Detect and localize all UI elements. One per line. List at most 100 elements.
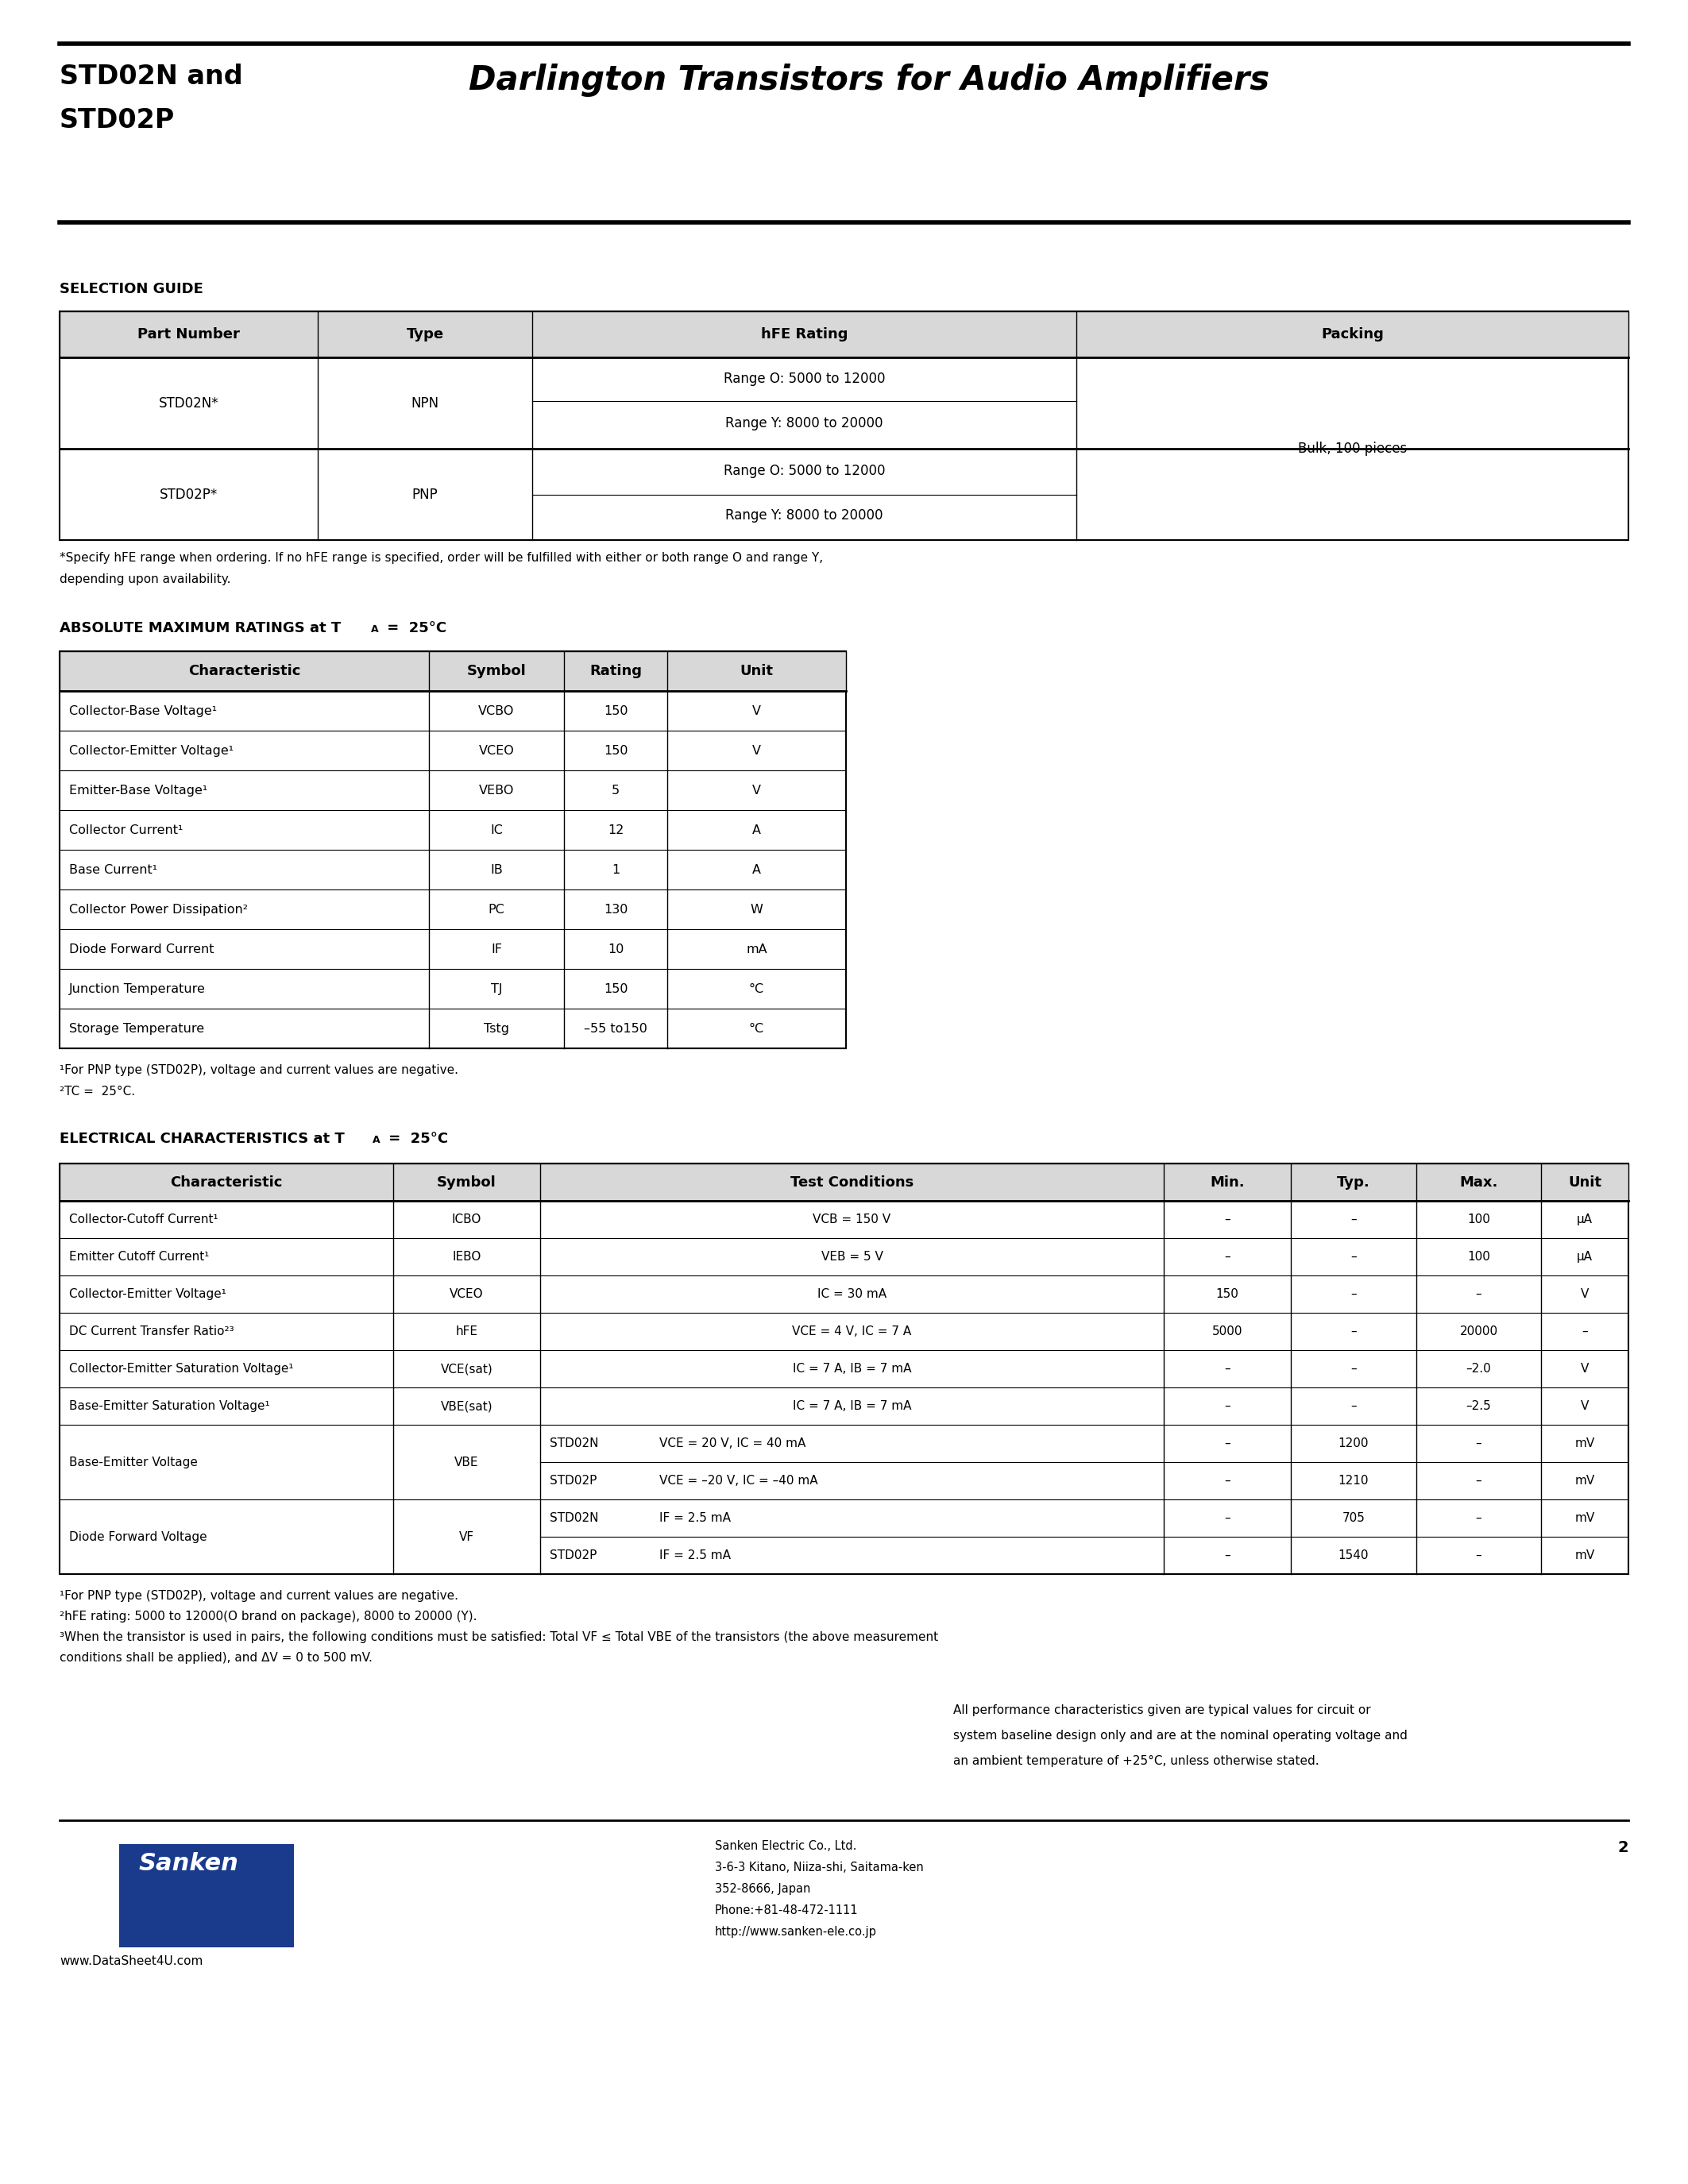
Text: Collector-Emitter Saturation Voltage¹: Collector-Emitter Saturation Voltage¹ <box>69 1363 294 1374</box>
Text: °C: °C <box>749 1022 765 1035</box>
Text: Darlington Transistors for Audio Amplifiers: Darlington Transistors for Audio Amplifi… <box>469 63 1269 96</box>
Text: –2.0: –2.0 <box>1467 1363 1491 1374</box>
Text: –: – <box>1224 1474 1231 1487</box>
Text: –: – <box>1224 1548 1231 1562</box>
Text: =  25°C: = 25°C <box>381 620 447 636</box>
Text: 705: 705 <box>1342 1511 1366 1524</box>
Text: –: – <box>1224 1363 1231 1374</box>
Text: IC: IC <box>490 823 503 836</box>
Text: Unit: Unit <box>739 664 773 679</box>
Text: Packing: Packing <box>1322 328 1384 341</box>
Text: All performance characteristics given are typical values for circuit or: All performance characteristics given ar… <box>954 1704 1371 1717</box>
Text: hFE Rating: hFE Rating <box>761 328 847 341</box>
Text: VCE = 20 V, IC = 40 mA: VCE = 20 V, IC = 40 mA <box>660 1437 805 1450</box>
Text: 2: 2 <box>1617 1841 1629 1854</box>
Text: IC = 7 A, IB = 7 mA: IC = 7 A, IB = 7 mA <box>793 1363 912 1374</box>
Text: *Specify hFE range when ordering. If no hFE range is specified, order will be fu: *Specify hFE range when ordering. If no … <box>59 553 824 563</box>
Text: Diode Forward Voltage: Diode Forward Voltage <box>69 1531 208 1542</box>
Text: Type: Type <box>407 328 444 341</box>
Text: Min.: Min. <box>1210 1175 1244 1190</box>
Text: Collector-Base Voltage¹: Collector-Base Voltage¹ <box>69 705 218 716</box>
Text: =  25°C: = 25°C <box>383 1131 447 1147</box>
Text: Part Number: Part Number <box>137 328 240 341</box>
Text: VEBO: VEBO <box>479 784 515 797</box>
Text: Test Conditions: Test Conditions <box>790 1175 913 1190</box>
Text: VF: VF <box>459 1531 474 1542</box>
Text: °C: °C <box>749 983 765 994</box>
Text: A: A <box>753 823 761 836</box>
Text: –: – <box>1475 1437 1482 1450</box>
Text: 20000: 20000 <box>1460 1326 1497 1337</box>
Text: mV: mV <box>1575 1437 1595 1450</box>
Text: VCE = –20 V, IC = –40 mA: VCE = –20 V, IC = –40 mA <box>660 1474 819 1487</box>
Text: Characteristic: Characteristic <box>187 664 300 679</box>
Text: Diode Forward Current: Diode Forward Current <box>69 943 214 954</box>
Bar <box>59 312 1629 358</box>
Text: Base-Emitter Saturation Voltage¹: Base-Emitter Saturation Voltage¹ <box>69 1400 270 1413</box>
Text: Storage Temperature: Storage Temperature <box>69 1022 204 1035</box>
Text: system baseline design only and are at the nominal operating voltage and: system baseline design only and are at t… <box>954 1730 1408 1741</box>
Text: VBE(sat): VBE(sat) <box>441 1400 493 1413</box>
Text: –: – <box>1350 1326 1357 1337</box>
Text: Range O: 5000 to 12000: Range O: 5000 to 12000 <box>724 371 885 387</box>
Text: 10: 10 <box>608 943 625 954</box>
Text: ²hFE rating: 5000 to 12000(O brand on package), 8000 to 20000 (Y).: ²hFE rating: 5000 to 12000(O brand on pa… <box>59 1610 478 1623</box>
Text: 150: 150 <box>604 983 628 994</box>
Text: Tstg: Tstg <box>484 1022 510 1035</box>
Text: Rating: Rating <box>589 664 641 679</box>
Text: V: V <box>753 784 761 797</box>
Text: μA: μA <box>1577 1251 1593 1262</box>
Text: 3-6-3 Kitano, Niiza-shi, Saitama-ken: 3-6-3 Kitano, Niiza-shi, Saitama-ken <box>716 1861 923 1874</box>
Text: mA: mA <box>746 943 766 954</box>
Text: Collector Current¹: Collector Current¹ <box>69 823 182 836</box>
Text: NPN: NPN <box>412 395 439 411</box>
Text: TJ: TJ <box>491 983 503 994</box>
Text: –: – <box>1350 1363 1357 1374</box>
Text: IC = 7 A, IB = 7 mA: IC = 7 A, IB = 7 mA <box>793 1400 912 1413</box>
Text: A: A <box>753 863 761 876</box>
Text: Range O: 5000 to 12000: Range O: 5000 to 12000 <box>724 463 885 478</box>
Text: –: – <box>1475 1548 1482 1562</box>
Text: Phone:+81-48-472-1111: Phone:+81-48-472-1111 <box>716 1904 859 1915</box>
Text: mV: mV <box>1575 1474 1595 1487</box>
Text: ICBO: ICBO <box>452 1214 481 1225</box>
Text: mV: mV <box>1575 1511 1595 1524</box>
Text: 150: 150 <box>604 745 628 756</box>
Bar <box>120 1843 294 1948</box>
Text: ²TC =  25°C.: ²TC = 25°C. <box>59 1085 135 1099</box>
Text: IEBO: IEBO <box>452 1251 481 1262</box>
Text: conditions shall be applied), and ΔV = 0 to 500 mV.: conditions shall be applied), and ΔV = 0… <box>59 1651 373 1664</box>
Text: Emitter-Base Voltage¹: Emitter-Base Voltage¹ <box>69 784 208 797</box>
Text: Collector-Cutoff Current¹: Collector-Cutoff Current¹ <box>69 1214 218 1225</box>
Text: VCEO: VCEO <box>449 1289 484 1299</box>
Text: www.DataSheet4U.com: www.DataSheet4U.com <box>59 1955 203 1968</box>
Text: STD02N: STD02N <box>550 1437 599 1450</box>
Text: 1200: 1200 <box>1339 1437 1369 1450</box>
Text: –: – <box>1224 1400 1231 1413</box>
Text: STD02N: STD02N <box>550 1511 599 1524</box>
Text: IC = 30 mA: IC = 30 mA <box>817 1289 886 1299</box>
Text: SELECTION GUIDE: SELECTION GUIDE <box>59 282 203 297</box>
Text: VCE = 4 V, IC = 7 A: VCE = 4 V, IC = 7 A <box>792 1326 912 1337</box>
Text: DC Current Transfer Ratio²³: DC Current Transfer Ratio²³ <box>69 1326 235 1337</box>
Text: depending upon availability.: depending upon availability. <box>59 574 231 585</box>
Text: mV: mV <box>1575 1548 1595 1562</box>
Text: Range Y: 8000 to 20000: Range Y: 8000 to 20000 <box>726 509 883 522</box>
Text: 1540: 1540 <box>1339 1548 1369 1562</box>
Text: ¹For PNP type (STD02P), voltage and current values are negative.: ¹For PNP type (STD02P), voltage and curr… <box>59 1064 459 1077</box>
Text: Range Y: 8000 to 20000: Range Y: 8000 to 20000 <box>726 417 883 430</box>
Text: IB: IB <box>490 863 503 876</box>
Text: W: W <box>749 904 763 915</box>
Text: V: V <box>1580 1400 1588 1413</box>
Text: –: – <box>1350 1289 1357 1299</box>
Text: –55 to150: –55 to150 <box>584 1022 648 1035</box>
Text: VCBO: VCBO <box>478 705 515 716</box>
Text: μA: μA <box>1577 1214 1593 1225</box>
Text: STD02P: STD02P <box>550 1548 598 1562</box>
Text: STD02P: STD02P <box>550 1474 598 1487</box>
Bar <box>59 1164 1629 1201</box>
Text: VEB = 5 V: VEB = 5 V <box>820 1251 883 1262</box>
Text: A: A <box>373 1136 380 1144</box>
Text: –: – <box>1350 1251 1357 1262</box>
Text: Bulk, 100 pieces: Bulk, 100 pieces <box>1298 441 1406 456</box>
